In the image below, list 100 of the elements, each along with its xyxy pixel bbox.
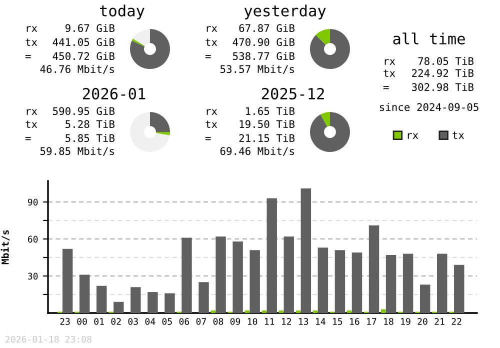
chart-title: today	[100, 4, 144, 20]
bar	[368, 225, 380, 313]
x-tick-label: 13	[299, 318, 308, 325]
x-tick-label: 15	[333, 318, 342, 325]
donut-slice	[150, 112, 170, 132]
donut-slice	[156, 132, 170, 136]
chart-title: 2025-12	[262, 88, 324, 100]
legend-label: tx	[452, 132, 464, 139]
x-tick-label: 02	[111, 318, 121, 325]
text: 5.28 TiB	[66, 120, 115, 128]
bar	[62, 248, 73, 313]
bar	[352, 252, 362, 313]
bar	[164, 293, 175, 313]
text: 441.05 GiB	[52, 38, 115, 46]
x-tick-label: 05	[162, 318, 172, 325]
bar	[250, 250, 260, 313]
bar	[386, 255, 396, 313]
text: =	[25, 55, 31, 58]
donut-slice	[130, 112, 170, 152]
text: 224.92 TiB	[412, 68, 474, 78]
bar	[232, 241, 243, 313]
text: rx	[384, 59, 396, 65]
bar	[334, 250, 346, 313]
x-tick-label: 01	[94, 318, 104, 325]
x-tick-label: 20	[418, 318, 428, 325]
x-tick-label: 23	[60, 318, 70, 325]
bar	[436, 254, 448, 313]
text: =	[383, 86, 389, 90]
x-tick-label: 18	[384, 318, 394, 325]
donut-slice	[310, 112, 350, 152]
bar	[266, 198, 277, 313]
donut-slice	[320, 112, 330, 127]
donut-slice	[132, 29, 150, 46]
text: tx	[206, 38, 218, 46]
text: rx	[206, 109, 218, 115]
text: 19.50 TiB	[240, 120, 295, 128]
text: 450.72 GiB	[52, 52, 115, 60]
bar	[420, 284, 430, 313]
x-tick-label: 21	[434, 318, 444, 325]
x-tick-label: 09	[230, 318, 240, 325]
x-tick-label: 06	[179, 318, 190, 325]
x-tick-label: 17	[367, 318, 376, 325]
donut-slice	[132, 38, 145, 46]
text: 67.87 GiB	[239, 24, 295, 32]
x-tick-label: 10	[248, 318, 258, 325]
x-tick-label: 14	[316, 318, 326, 325]
donut-slice	[310, 29, 350, 69]
text: 59.85 Mbit/s	[40, 146, 114, 156]
text: 538.77 GiB	[233, 52, 295, 60]
chart-title: 2026-01	[82, 88, 146, 100]
text: tx	[26, 120, 38, 128]
text: tx	[384, 70, 396, 77]
text: 590.95 GiB	[53, 106, 115, 116]
bar	[216, 236, 226, 313]
text: tx	[206, 120, 218, 128]
text: 78.05 TiB	[418, 56, 474, 66]
legend-label: rx	[408, 133, 418, 139]
text: =	[205, 55, 211, 58]
y-axis-title: Mbit/s	[0, 230, 10, 264]
bar	[318, 248, 328, 313]
text: since 2024-09-05	[380, 102, 478, 112]
text: 1.65 TiB	[246, 106, 295, 116]
x-tick-label: 00	[77, 318, 87, 325]
text: rx	[206, 26, 218, 32]
text: 46.76 Mbit/s	[40, 64, 114, 74]
bar	[130, 287, 141, 313]
donut-slice	[130, 29, 170, 69]
x-tick-label: 19	[401, 318, 410, 325]
text: rx	[26, 109, 38, 115]
text: =	[25, 137, 31, 140]
x-tick-label: 04	[145, 318, 156, 325]
x-tick-label: 16	[350, 318, 360, 325]
y-tick-label: 60	[28, 236, 38, 243]
bar	[454, 264, 464, 313]
text: 53.57 Mbit/s	[220, 64, 294, 74]
text: 9.67 GiB	[65, 24, 115, 32]
text: =	[205, 137, 211, 140]
bar	[284, 236, 294, 313]
text: rx	[26, 26, 38, 32]
text: 5.85 TiB	[66, 134, 115, 142]
text: 21.15 TiB	[239, 134, 295, 142]
x-tick-label: 07	[196, 318, 206, 325]
x-tick-label: 12	[282, 318, 291, 325]
bar	[96, 286, 107, 313]
donut-slice	[316, 29, 330, 45]
y-tick-label: 90	[28, 198, 38, 206]
bar	[182, 238, 192, 313]
x-tick-label: 22	[452, 318, 462, 325]
bar	[402, 254, 414, 313]
text: 69.46 Mbit/s	[220, 146, 294, 156]
x-tick-label: 11	[264, 318, 274, 325]
bar	[198, 282, 209, 313]
text: tx	[26, 38, 38, 46]
bar	[148, 292, 158, 313]
y-tick-label: 30	[28, 272, 38, 280]
bar	[380, 309, 386, 313]
bar	[79, 274, 90, 313]
text: 302.98 TiB	[412, 82, 474, 92]
text: all time	[393, 32, 465, 44]
bar	[300, 188, 312, 313]
